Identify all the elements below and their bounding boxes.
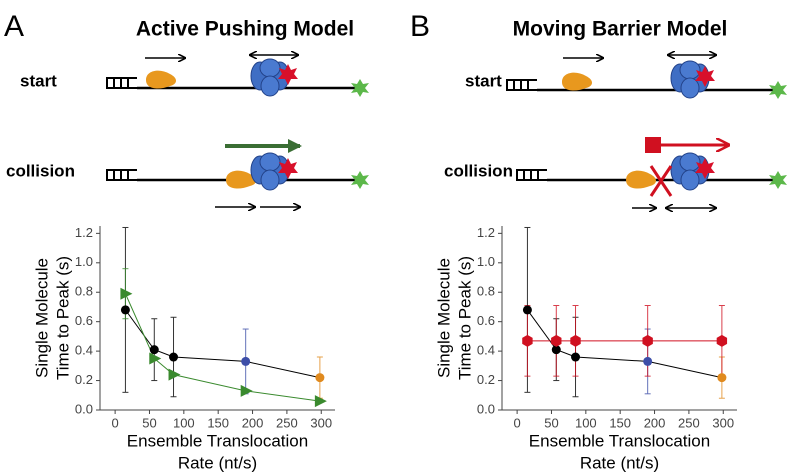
y-tick-label: 1.2 [75, 225, 93, 240]
y-tick-label: 1.2 [477, 225, 495, 240]
row-label: collision [6, 161, 75, 180]
triangle-marker [149, 352, 162, 365]
panel-title: Moving Barrier Model [513, 18, 728, 41]
y-tick-label: 0.0 [75, 401, 93, 416]
row-label: collision [444, 161, 513, 180]
circle-marker [241, 356, 251, 366]
x-tick-label: 150 [609, 415, 631, 430]
x-tick-label: 0 [513, 415, 520, 430]
red-x [649, 165, 673, 197]
x-axis-label: Ensemble Translocation [529, 431, 710, 450]
row-label: start [465, 71, 502, 90]
x-tick-label: 300 [712, 415, 734, 430]
triangle-marker [120, 287, 133, 300]
x-tick-label: 200 [242, 415, 264, 430]
x-tick-label: 100 [173, 415, 195, 430]
x-tick-label: 200 [644, 415, 666, 430]
helicase [562, 72, 592, 91]
circle-marker [717, 373, 727, 383]
x-tick-label: 250 [678, 415, 700, 430]
helicase [146, 70, 176, 89]
y-axis-label: Single Molecule [32, 258, 51, 378]
circle-marker [571, 352, 581, 362]
triangle-marker [168, 368, 181, 381]
hexagon-marker [716, 334, 728, 347]
y-axis-label: Time to Peak (s) [53, 256, 72, 380]
y-tick-label: 1.0 [75, 254, 93, 269]
hexagon-marker [570, 334, 581, 347]
panel-label: B [410, 10, 430, 43]
panel-label: A [4, 10, 24, 43]
red-square [645, 137, 661, 153]
helicase [626, 170, 656, 189]
circle-marker [522, 305, 532, 315]
fork [106, 169, 138, 181]
row-label: start [20, 71, 57, 90]
y-tick-label: 0.2 [75, 372, 93, 387]
fork [516, 169, 548, 181]
diagram-start [506, 55, 787, 99]
x-tick-label: 300 [310, 415, 332, 430]
plot: 0.0 0.2 0.4 0.6 0.8 1.0 1.2 0 50 100 150 200 250 300E… [434, 225, 737, 472]
hexagon-marker [522, 334, 533, 347]
x-tick-label: 0 [111, 415, 118, 430]
x-axis-label: Rate (nt/s) [580, 453, 659, 472]
diagram-collision [516, 137, 787, 208]
y-tick-label: 0.4 [477, 343, 495, 358]
circle-marker [169, 352, 179, 362]
y-tick-label: 0.2 [477, 372, 495, 387]
y-tick-label: 0.6 [477, 313, 495, 328]
triangle-marker [240, 384, 253, 397]
y-tick-label: 0.8 [477, 284, 495, 299]
y-axis-label: Time to Peak (s) [455, 256, 474, 380]
circle-marker [315, 373, 325, 383]
circle-marker [120, 305, 130, 315]
x-tick-label: 250 [276, 415, 298, 430]
x-tick-label: 100 [575, 415, 597, 430]
y-tick-label: 0.6 [75, 313, 93, 328]
x-tick-label: 50 [544, 415, 558, 430]
x-axis-label: Ensemble Translocation [127, 431, 308, 450]
diagram-start [106, 55, 369, 97]
x-tick-label: 50 [142, 415, 156, 430]
hexagon-marker [642, 334, 653, 347]
x-tick-label: 150 [207, 415, 229, 430]
y-tick-label: 0.0 [477, 401, 495, 416]
panel-title: Active Pushing Model [136, 18, 354, 41]
circle-marker [149, 345, 159, 355]
y-tick-label: 0.8 [75, 284, 93, 299]
y-tick-label: 0.4 [75, 343, 93, 358]
y-axis-label: Single Molecule [434, 258, 453, 378]
triangle-marker [314, 395, 327, 408]
circle-marker [643, 356, 653, 366]
circle-marker [551, 345, 561, 355]
fork [106, 77, 138, 89]
plot: 0.0 0.2 0.4 0.6 0.8 1.0 1.2 0 50 100 150 200 250 300E… [32, 225, 335, 472]
diagram-collision [106, 139, 369, 207]
x-axis-label: Rate (nt/s) [178, 453, 257, 472]
y-tick-label: 1.0 [477, 254, 495, 269]
fork [506, 79, 538, 91]
hexagon-marker [551, 334, 562, 347]
